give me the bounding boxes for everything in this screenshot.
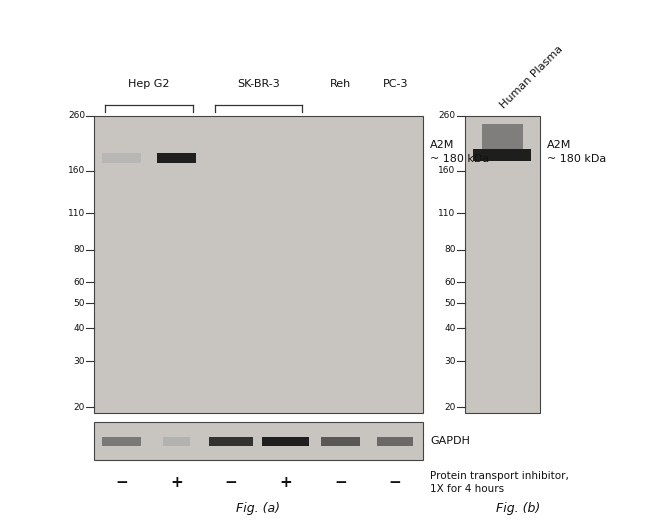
Text: 80: 80: [73, 245, 85, 254]
Text: 80: 80: [444, 245, 456, 254]
Text: +: +: [170, 475, 183, 490]
Text: −: −: [115, 475, 128, 490]
Text: 50: 50: [73, 299, 85, 308]
Text: 60: 60: [444, 278, 456, 287]
Bar: [157, 153, 196, 163]
Bar: [482, 124, 523, 149]
Bar: [162, 437, 190, 446]
Text: 20: 20: [445, 402, 456, 412]
Text: −: −: [389, 475, 402, 490]
Text: Hep G2: Hep G2: [128, 79, 170, 89]
Text: SK-BR-3: SK-BR-3: [237, 79, 280, 89]
Text: +: +: [280, 475, 292, 490]
Bar: [102, 437, 141, 446]
Text: 20: 20: [73, 402, 85, 412]
Text: Reh: Reh: [330, 79, 351, 89]
Text: −: −: [225, 475, 237, 490]
Bar: [102, 153, 141, 163]
Text: 160: 160: [438, 166, 456, 175]
Text: 30: 30: [73, 357, 85, 366]
Text: 40: 40: [445, 324, 456, 333]
Text: Human Plasma: Human Plasma: [499, 44, 565, 110]
Text: Fig. (a): Fig. (a): [237, 502, 280, 515]
Bar: [320, 437, 360, 446]
Text: A2M
~ 180 kDa: A2M ~ 180 kDa: [430, 140, 489, 164]
Text: GAPDH: GAPDH: [430, 436, 470, 447]
Text: A2M
~ 180 kDa: A2M ~ 180 kDa: [547, 140, 606, 164]
Text: PC-3: PC-3: [382, 79, 408, 89]
Text: 260: 260: [439, 111, 456, 120]
Bar: [473, 149, 531, 160]
Text: 260: 260: [68, 111, 85, 120]
Bar: [94, 116, 422, 413]
Bar: [209, 437, 253, 446]
Text: 110: 110: [438, 209, 456, 218]
Text: 50: 50: [444, 299, 456, 308]
Text: 110: 110: [68, 209, 85, 218]
Bar: [378, 437, 413, 446]
Bar: [94, 422, 422, 460]
Text: Protein transport inhibitor,
1X for 4 hours: Protein transport inhibitor, 1X for 4 ho…: [430, 471, 569, 494]
Text: 30: 30: [444, 357, 456, 366]
Text: 160: 160: [68, 166, 85, 175]
Text: Fig. (b): Fig. (b): [496, 502, 541, 515]
Text: −: −: [334, 475, 347, 490]
Text: 40: 40: [73, 324, 85, 333]
Text: 60: 60: [73, 278, 85, 287]
Bar: [465, 116, 540, 413]
Bar: [263, 437, 309, 446]
